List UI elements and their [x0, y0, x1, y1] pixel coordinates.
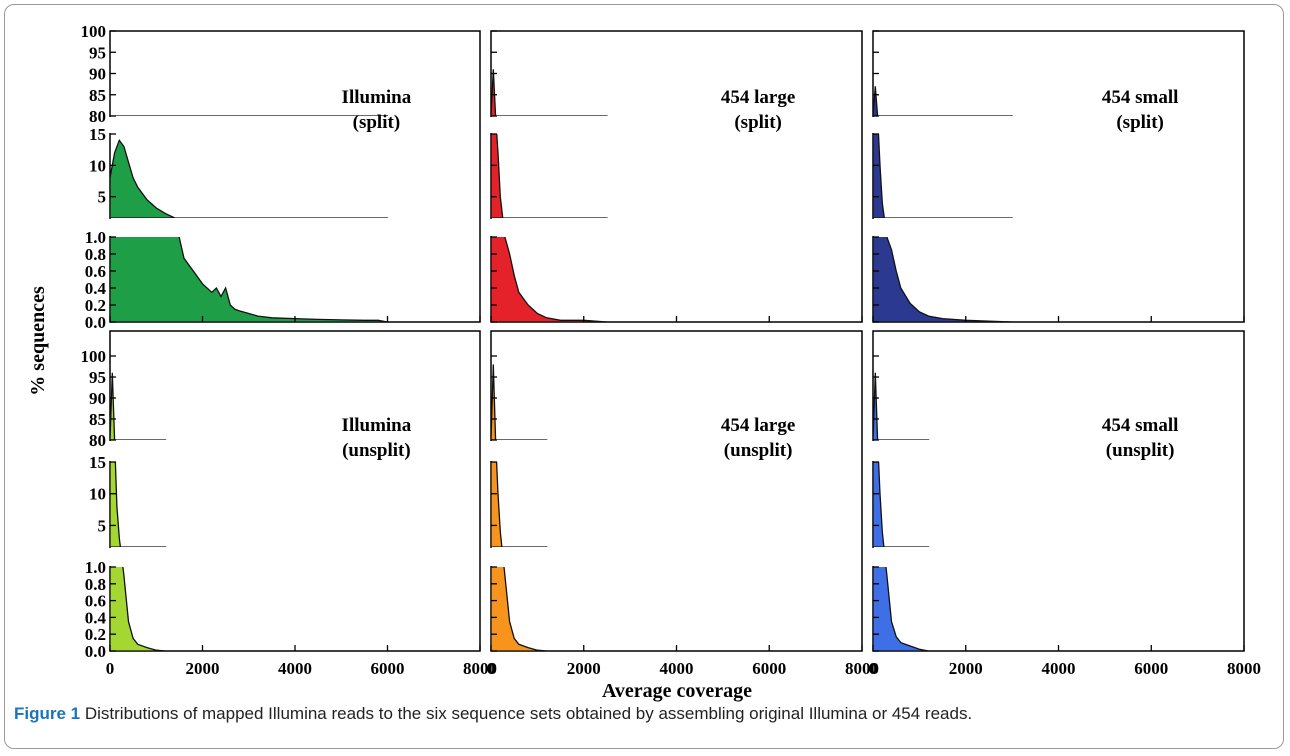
- y-tick-label: 80: [89, 107, 106, 126]
- y-tick-label: 5: [98, 516, 107, 535]
- panel-label: Illumina: [342, 415, 412, 436]
- axis-break: [867, 548, 967, 566]
- y-tick-label: 0.8: [85, 245, 106, 264]
- figure-frame: [4, 4, 1284, 749]
- x-tick-label: 0: [487, 659, 496, 678]
- y-tick-label: 90: [89, 65, 106, 84]
- y-tick-label: 0.2: [85, 625, 106, 644]
- panel-sublabel: (split): [353, 112, 401, 133]
- panel-frame: [872, 30, 1245, 323]
- x-tick-label: 8000: [845, 659, 879, 678]
- y-tick-label: 0.4: [85, 608, 107, 627]
- panel-label: Illumina: [342, 87, 412, 108]
- y-tick-label: 100: [81, 22, 107, 41]
- chart-panel: 0 2000 4000 6000 8000 454 small (unsplit): [867, 330, 1261, 678]
- y-tick-label: 95: [89, 368, 106, 387]
- x-tick-label: 8000: [1227, 659, 1261, 678]
- panel-frame: [490, 330, 863, 652]
- panel-sublabel: (unsplit): [1106, 440, 1175, 461]
- x-tick-label: 6000: [1134, 659, 1168, 678]
- axis-break: [485, 441, 585, 461]
- x-tick-label: 8000: [463, 659, 497, 678]
- panel-sublabel: (unsplit): [724, 440, 793, 461]
- axis-break: [104, 441, 204, 461]
- panel-frame: [109, 330, 481, 652]
- panel-label: 454 small: [1102, 87, 1179, 108]
- axis-break: [485, 219, 585, 236]
- axis-break: [867, 219, 967, 236]
- y-tick-label: 0.0: [85, 642, 106, 661]
- series-area: [110, 237, 388, 322]
- panel-label: 454 large: [721, 87, 795, 108]
- chart-panel: 454 large (split): [485, 30, 863, 323]
- axis-break: [104, 219, 204, 236]
- y-tick-label: 100: [81, 347, 107, 366]
- panel-label: 454 large: [721, 415, 795, 436]
- y-tick-label: 80: [89, 431, 106, 450]
- axis-break: [104, 117, 204, 133]
- y-tick-label: 85: [89, 86, 106, 105]
- y-tick-label: 0.0: [85, 313, 106, 332]
- x-axis-title: Average coverage: [602, 680, 752, 702]
- y-tick-label: 0.8: [85, 575, 106, 594]
- y-tick-label: 5: [98, 188, 107, 207]
- y-tick-label: 0.4: [85, 279, 107, 298]
- y-tick-label: 15: [89, 453, 106, 472]
- x-tick-label: 4000: [660, 659, 694, 678]
- y-axis-title: % sequences: [27, 286, 49, 396]
- chart-panel: 454 small (split): [867, 30, 1245, 323]
- x-tick-label: 6000: [752, 659, 786, 678]
- panel-frame: [872, 330, 1245, 652]
- x-tick-label: 2000: [186, 659, 220, 678]
- x-tick-label: 2000: [567, 659, 601, 678]
- y-tick-label: 0.6: [85, 262, 106, 281]
- y-tick-label: 90: [89, 389, 106, 408]
- y-tick-label: 1.0: [85, 228, 106, 247]
- panel-label: 454 small: [1102, 415, 1179, 436]
- panel-sublabel: (split): [1116, 112, 1164, 133]
- y-tick-label: 95: [89, 43, 106, 62]
- series-area: [110, 462, 167, 547]
- series-area: [110, 567, 166, 651]
- axis-break: [867, 441, 967, 461]
- y-tick-label: 85: [89, 410, 106, 429]
- axis-break: [485, 117, 585, 133]
- axis-break: [485, 548, 585, 566]
- x-tick-label: 0: [106, 659, 115, 678]
- series-area: [873, 237, 1013, 322]
- x-tick-label: 6000: [371, 659, 405, 678]
- axis-break: [104, 548, 204, 566]
- axis-break: [867, 117, 967, 133]
- series-area: [873, 462, 930, 547]
- series-area: [873, 567, 929, 651]
- panel-sublabel: (unsplit): [342, 440, 411, 461]
- series-area: [110, 138, 389, 218]
- x-tick-label: 4000: [1042, 659, 1076, 678]
- series-area: [491, 567, 547, 651]
- y-tick-label: 10: [89, 156, 106, 175]
- y-tick-label: 0.2: [85, 296, 106, 315]
- chart-panel: 0 2000 4000 6000 8000 454 large (unsplit): [485, 330, 879, 678]
- y-tick-label: 1.0: [85, 558, 106, 577]
- x-tick-label: 4000: [278, 659, 312, 678]
- y-tick-label: 0.6: [85, 592, 106, 611]
- panel-sublabel: (split): [734, 112, 782, 133]
- y-tick-label: 15: [89, 125, 106, 144]
- x-tick-label: 0: [869, 659, 878, 678]
- panel-frame: [490, 30, 863, 323]
- x-tick-label: 2000: [949, 659, 983, 678]
- series-area: [491, 237, 607, 322]
- chart-panel: 0.00.20.40.60.81.0 5 10 15 80 85 90 95 100 0 2000 4…: [81, 330, 497, 678]
- series-area: [491, 462, 548, 547]
- y-tick-label: 10: [89, 485, 106, 504]
